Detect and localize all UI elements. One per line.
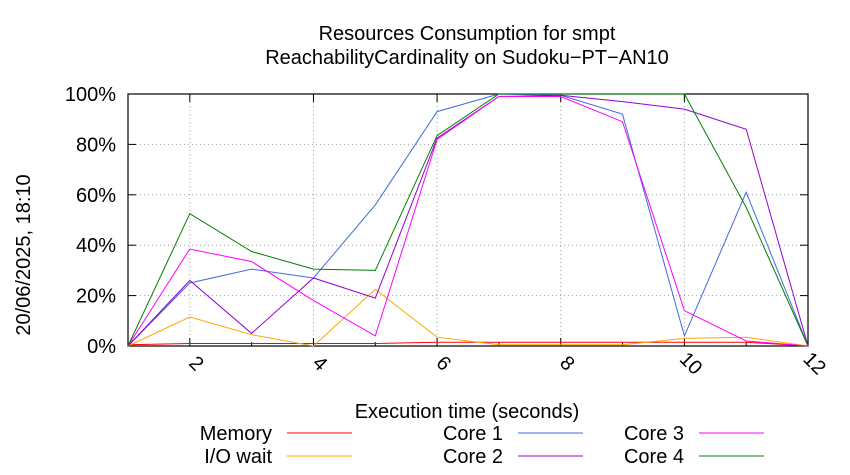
chart-title-line-2: ReachabilityCardinality on Sudoku−PT−AN1… (265, 47, 669, 69)
series-line-core-3 (127, 96, 809, 347)
legend-label-core-4: Core 4 (624, 446, 684, 468)
legend-label-core-3: Core 3 (624, 423, 684, 445)
chart-title-line-1: Resources Consumption for smpt (319, 23, 616, 45)
legend-label-memory: Memory (200, 423, 272, 445)
grid (128, 94, 808, 346)
y-tick-label: 60% (76, 185, 116, 207)
side-timestamp: 20/06/2025, 18:10 (13, 174, 35, 335)
x-tick-label: 2 (184, 352, 207, 375)
y-tick-label: 100% (65, 84, 116, 106)
legend-label-core-2: Core 2 (443, 446, 503, 468)
plot-frame (127, 93, 809, 347)
x-tick-label: 4 (308, 352, 331, 375)
legend-label-core-1: Core 1 (443, 423, 503, 445)
x-tick-label: 8 (555, 352, 578, 375)
legend-label-i-o-wait: I/O wait (204, 446, 272, 468)
y-tick-label: 20% (76, 286, 116, 308)
x-axis-label: Execution time (seconds) (355, 401, 580, 423)
series-lines (127, 93, 809, 347)
x-tick-label: 12 (799, 348, 830, 379)
series-line-memory (127, 341, 809, 347)
y-tick-label: 80% (76, 134, 116, 156)
series-line-i-o-wait (127, 288, 809, 347)
y-tick-label: 40% (76, 235, 116, 257)
x-tick-label: 6 (432, 352, 455, 375)
y-tick-label: 0% (87, 336, 116, 358)
series-line-core-4 (127, 93, 809, 347)
x-tick-label: 10 (675, 348, 706, 379)
series-line-core-1 (127, 93, 809, 347)
